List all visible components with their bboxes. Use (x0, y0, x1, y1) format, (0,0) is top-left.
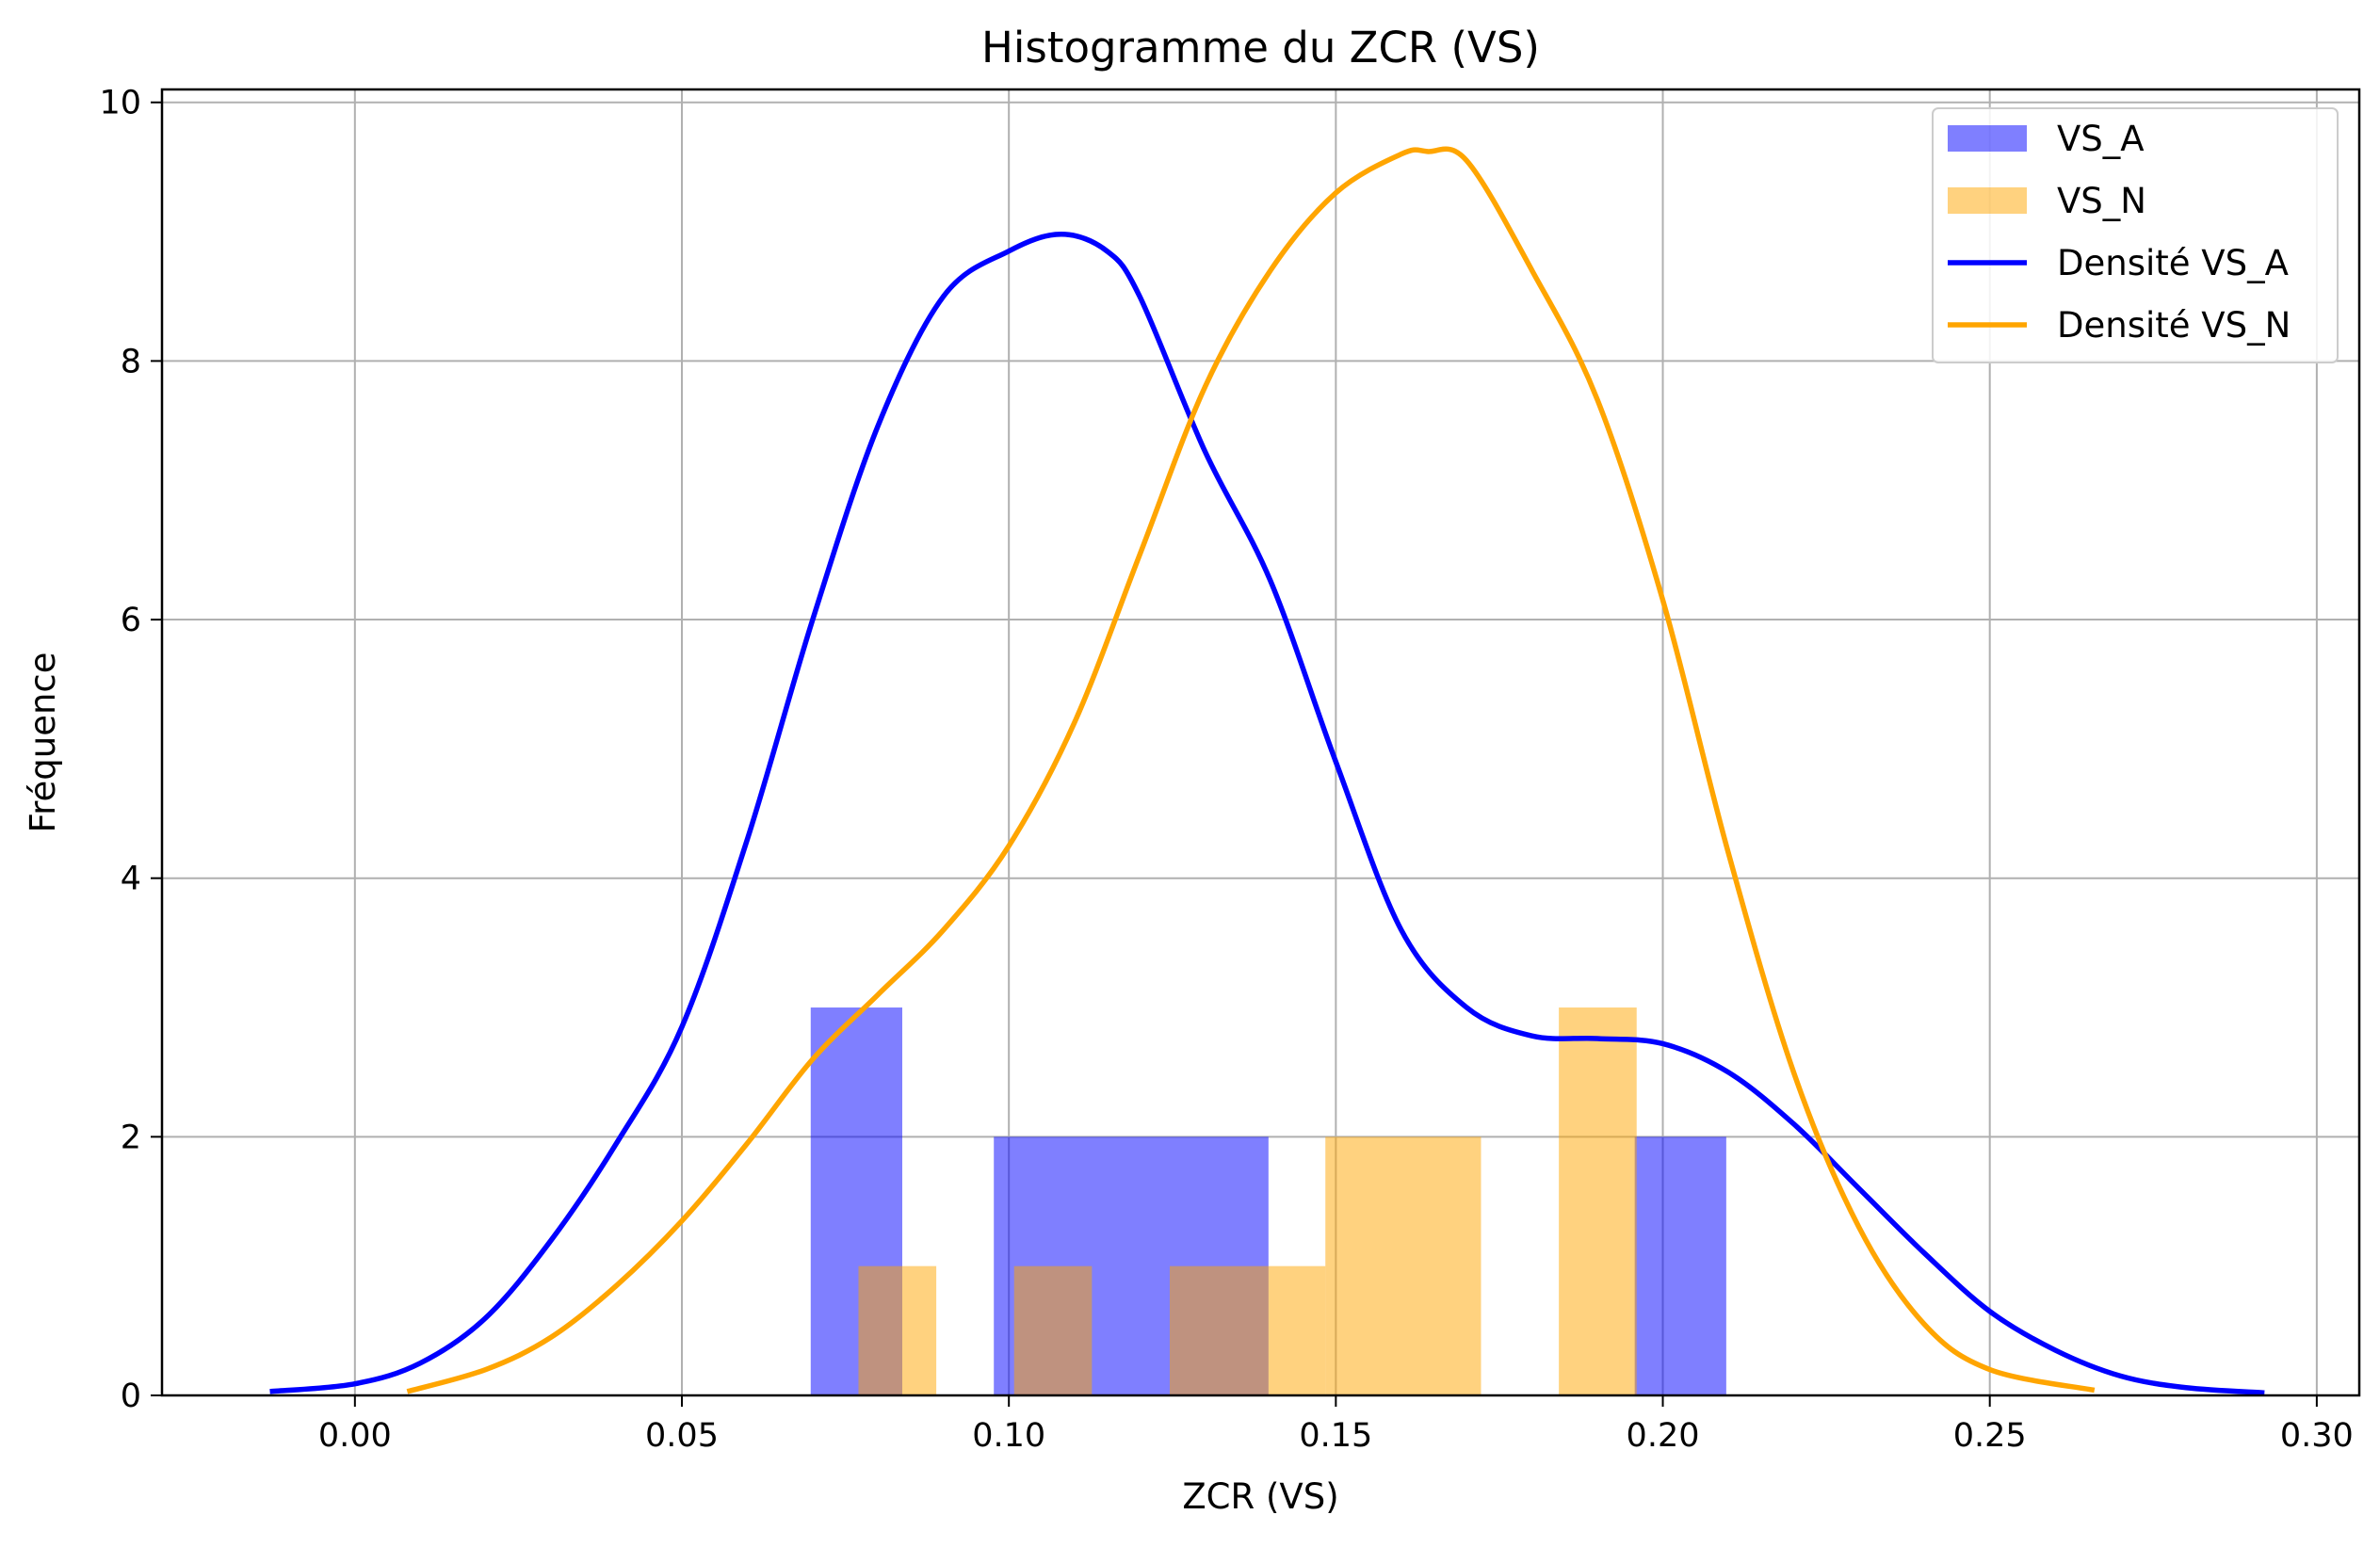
legend-swatch (1948, 125, 2027, 152)
legend-swatch (1948, 187, 2027, 214)
density-lines (269, 146, 2265, 1395)
histogram-bar-vs-a (1634, 1136, 1726, 1395)
x-tick-label: 0.05 (645, 1417, 719, 1455)
legend-frame (1932, 107, 2339, 363)
density-line-densit-vs-n (406, 146, 2096, 1394)
histogram-bar-vs-n (1169, 1265, 1326, 1395)
y-tick-label: 10 (99, 85, 141, 122)
axis-ticks: 0.00 0.05 0.10 0.15 0.20 0.25 0.30 0 2 4 6 8 10 (99, 85, 2353, 1455)
histogram-bar-vs-n (1325, 1136, 1481, 1395)
y-axis-label: Fréquence (23, 652, 63, 832)
x-tick-label: 0.20 (1627, 1417, 1700, 1455)
y-tick-label: 2 (121, 1119, 141, 1156)
histogram-bar-vs-n (1559, 1007, 1637, 1395)
x-tick-label: 0.30 (2280, 1417, 2354, 1455)
histogram-bars (810, 1007, 1726, 1395)
legend-entry-label: Densité VS_N (2057, 305, 2291, 346)
density-line-densit-vs-a (269, 232, 2265, 1395)
chart-title: Histogramme du ZCR (VS) (981, 23, 1540, 73)
legend-entry-label: VS_A (2057, 119, 2145, 159)
legend-entry-label: Densité VS_A (2057, 243, 2289, 283)
x-axis-label: ZCR (VS) (1182, 1476, 1338, 1517)
y-tick-label: 8 (121, 343, 141, 380)
legend: VS_A VS_N Densité VS_A Densité VS_N (1932, 107, 2339, 363)
y-tick-label: 4 (121, 861, 141, 898)
plot-frame (160, 88, 2361, 1397)
y-tick-label: 6 (121, 602, 141, 639)
x-tick-label: 0.25 (1953, 1417, 2027, 1455)
x-tick-label: 0.10 (972, 1417, 1045, 1455)
x-tick-label: 0.15 (1299, 1417, 1372, 1455)
x-tick-label: 0.00 (318, 1417, 392, 1455)
histogram-bar-vs-n (858, 1265, 937, 1395)
legend-entry-label: VS_N (2057, 181, 2146, 221)
histogram-bar-vs-n (1013, 1265, 1093, 1395)
y-tick-label: 0 (121, 1378, 141, 1415)
